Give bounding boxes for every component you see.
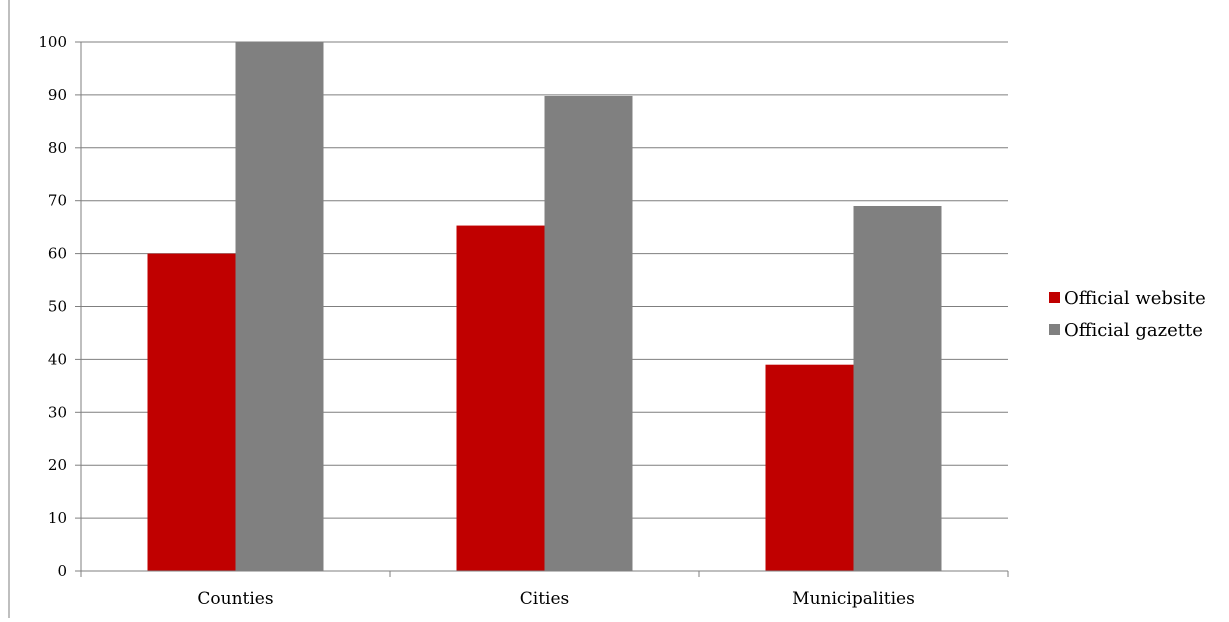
- y-tick-label: 10: [48, 509, 67, 527]
- x-category-label: Counties: [197, 589, 273, 609]
- y-tick-label: 60: [48, 245, 67, 263]
- y-tick-label: 50: [48, 298, 67, 316]
- legend-label: Official gazette: [1064, 320, 1203, 341]
- bar-official-website-municipalities: [765, 364, 854, 571]
- y-tick-label: 0: [57, 562, 67, 580]
- bar-official-gazette-counties: [235, 42, 324, 571]
- y-tick-label: 30: [48, 403, 67, 421]
- y-tick-label: 40: [48, 350, 67, 368]
- legend-swatch-official-website: [1049, 292, 1060, 303]
- bar-official-website-cities: [456, 225, 545, 572]
- bar-official-gazette-cities: [544, 95, 633, 571]
- legend-label: Official website: [1064, 288, 1206, 309]
- x-category-label: Cities: [520, 589, 570, 609]
- bar-official-website-counties: [147, 253, 236, 571]
- y-tick-label: 100: [38, 33, 67, 51]
- x-category-label: Municipalities: [792, 589, 915, 609]
- y-tick-label: 70: [48, 192, 67, 210]
- y-tick-label: 90: [48, 86, 67, 104]
- y-tick-label: 80: [48, 139, 67, 157]
- bar-official-gazette-municipalities: [853, 205, 942, 572]
- legend-swatch-official-gazette: [1049, 324, 1060, 335]
- y-tick-label: 20: [48, 456, 67, 474]
